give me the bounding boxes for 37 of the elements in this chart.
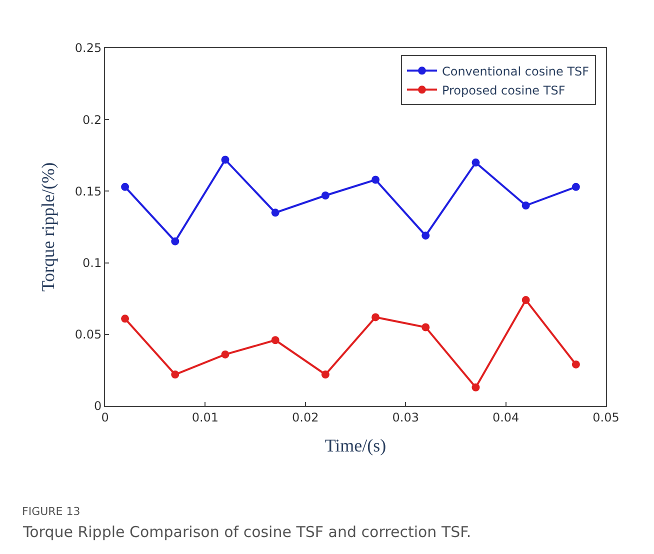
point	[321, 192, 330, 200]
point	[121, 182, 130, 191]
point	[472, 383, 480, 392]
x-tick-label: 0.03	[392, 410, 419, 424]
point	[321, 370, 330, 378]
x-tick-label: 0.05	[592, 410, 620, 424]
x-axis-title: Time/(s)	[324, 436, 386, 456]
y-tick-label: 0.1	[82, 256, 102, 270]
legend-label: Conventional cosine TSF	[442, 64, 590, 78]
x-tick-label: 0.04	[492, 410, 520, 424]
text: Torque Ripple Comparison of cosine TSF and correction TSF.	[22, 523, 472, 541]
point	[522, 202, 530, 210]
point	[572, 182, 580, 191]
y-tick-label: 0.15	[74, 184, 102, 198]
point	[271, 336, 280, 344]
caption: FIGURE 13	[22, 505, 80, 518]
legend-label: Proposed cosine TSF	[442, 83, 566, 98]
point	[221, 156, 230, 164]
y-tick-label: 0.25	[74, 41, 102, 56]
point	[422, 232, 430, 240]
point	[372, 313, 380, 322]
y-tick-label: 0.2	[82, 112, 102, 127]
y-tick-label: 0.05	[74, 328, 102, 342]
point	[372, 176, 380, 184]
x-tick-label: 0.02	[292, 410, 319, 424]
y-axis-title: Torque ripple/(%)	[38, 162, 58, 292]
y-tick-label: 0	[94, 399, 102, 414]
point	[121, 314, 130, 323]
point	[171, 370, 180, 378]
point	[522, 296, 530, 304]
point	[171, 237, 180, 246]
point	[271, 208, 280, 217]
point	[221, 350, 230, 358]
point	[472, 158, 480, 167]
point	[422, 323, 430, 332]
x-tick-label: 0.01	[192, 410, 219, 424]
point	[572, 360, 580, 368]
